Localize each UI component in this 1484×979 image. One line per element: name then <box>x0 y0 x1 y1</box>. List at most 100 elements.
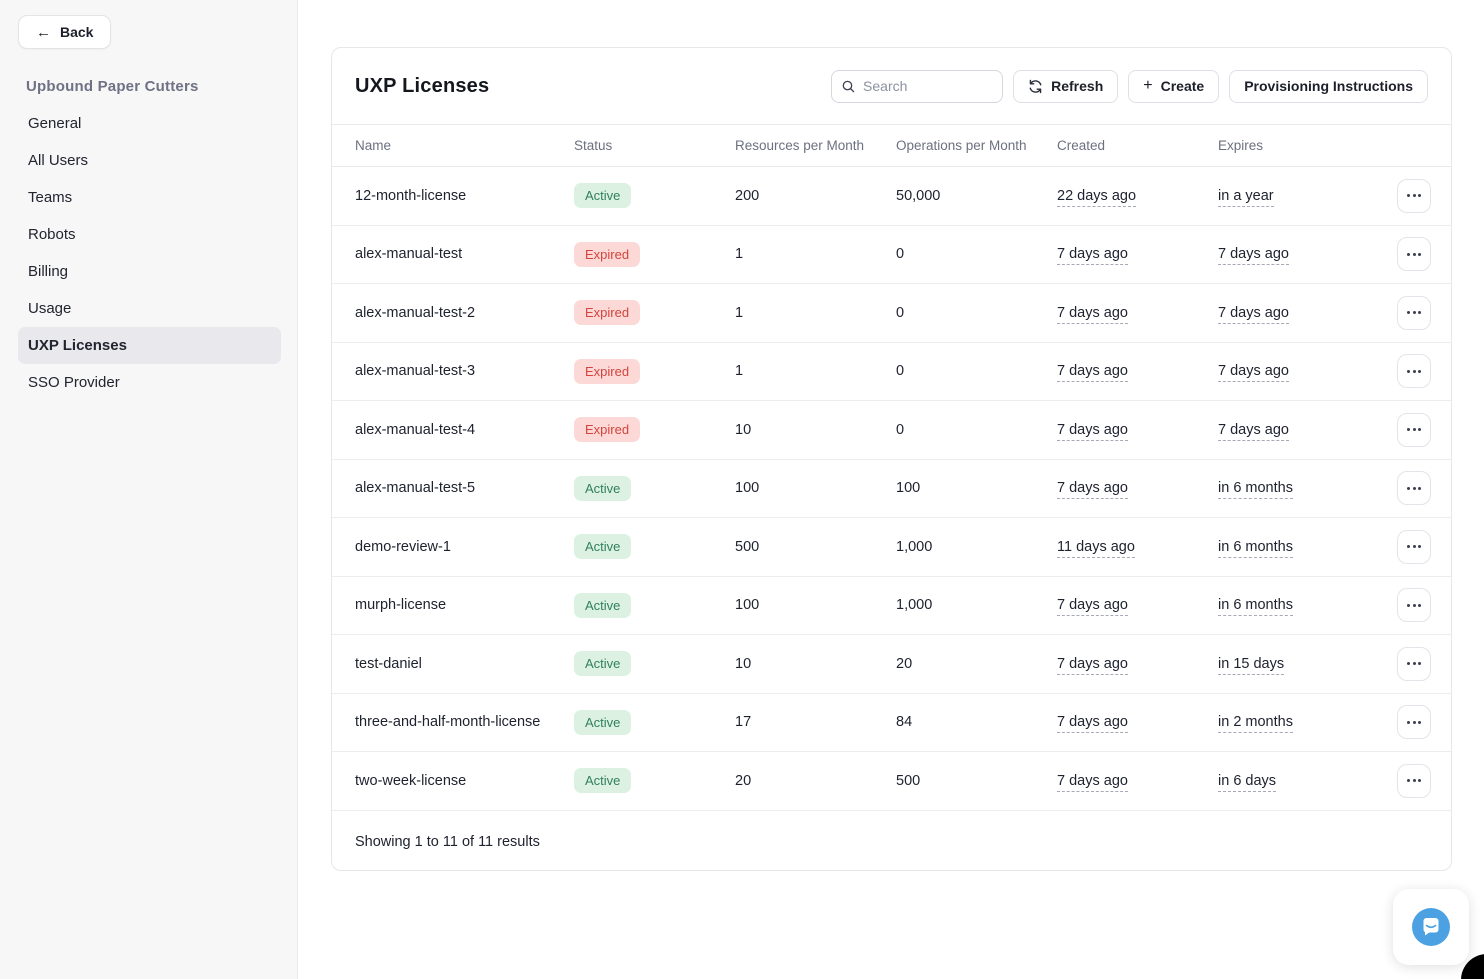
create-button[interactable]: + Create <box>1128 69 1220 103</box>
sidebar-item-label: Usage <box>28 300 72 317</box>
created-value[interactable]: 11 days ago <box>1057 538 1135 558</box>
resources-per-month: 1 <box>735 363 744 380</box>
header-actions: Refresh + Create Provisioning Instructio… <box>831 69 1428 103</box>
sidebar-item-sso-provider[interactable]: SSO Provider <box>18 364 281 401</box>
expires-value[interactable]: in 15 days <box>1218 655 1285 675</box>
row-actions-button[interactable] <box>1397 178 1431 213</box>
expires-value[interactable]: in 6 months <box>1218 480 1293 500</box>
row-actions-button[interactable] <box>1397 705 1431 740</box>
created-value[interactable]: 7 days ago <box>1057 655 1128 675</box>
created-value[interactable]: 7 days ago <box>1057 246 1128 266</box>
created-value[interactable]: 7 days ago <box>1057 714 1128 734</box>
expires-cell: in 6 months <box>1218 480 1393 500</box>
row-actions-button[interactable] <box>1397 471 1431 506</box>
created-value[interactable]: 7 days ago <box>1057 304 1128 324</box>
sidebar-item-uxp-licenses[interactable]: UXP Licenses <box>18 327 281 364</box>
created-cell: 7 days ago <box>1057 655 1218 675</box>
sidebar-item-label: Teams <box>28 189 73 206</box>
status-cell: Expired <box>574 241 735 267</box>
table-body: 12-month-license Active 200 50,000 22 da… <box>332 167 1451 811</box>
expires-value[interactable]: 7 days ago <box>1218 363 1289 383</box>
row-actions-button[interactable] <box>1397 412 1431 447</box>
ellipsis-icon <box>1407 486 1410 490</box>
row-actions-button[interactable] <box>1397 354 1431 389</box>
row-actions-button[interactable] <box>1397 588 1431 623</box>
ellipsis-icon <box>1407 545 1410 549</box>
status-badge: Active <box>574 592 632 618</box>
actions-cell <box>1397 529 1431 564</box>
row-actions-button[interactable] <box>1397 237 1431 272</box>
created-value[interactable]: 7 days ago <box>1057 421 1128 441</box>
created-cell: 11 days ago <box>1057 538 1218 558</box>
created-cell: 7 days ago <box>1057 304 1218 324</box>
refresh-button[interactable]: Refresh <box>1013 69 1119 103</box>
status-cell: Active <box>574 475 735 501</box>
resources-per-month: 200 <box>735 187 760 204</box>
resources-per-month: 100 <box>735 480 760 497</box>
created-value[interactable]: 7 days ago <box>1057 480 1128 500</box>
expires-value[interactable]: in 6 months <box>1218 538 1293 558</box>
sidebar-item-billing[interactable]: Billing <box>18 253 281 290</box>
operations-per-month: 84 <box>896 714 913 731</box>
created-cell: 7 days ago <box>1057 597 1218 617</box>
provisioning-instructions-button[interactable]: Provisioning Instructions <box>1229 69 1428 103</box>
expires-value[interactable]: 7 days ago <box>1218 304 1289 324</box>
expires-cell: in 6 months <box>1218 597 1393 617</box>
resources-per-month: 20 <box>735 772 752 789</box>
row-actions-button[interactable] <box>1397 295 1431 330</box>
license-name: demo-review-1 <box>355 538 451 555</box>
expires-value[interactable]: in a year <box>1218 187 1274 207</box>
expires-value[interactable]: in 2 months <box>1218 714 1293 734</box>
expires-value[interactable]: in 6 months <box>1218 597 1293 617</box>
status-cell: Expired <box>574 358 735 384</box>
row-actions-button[interactable] <box>1397 529 1431 564</box>
licenses-panel: UXP Licenses <box>331 47 1452 871</box>
back-button[interactable]: ← Back <box>18 15 112 49</box>
sidebar-item-robots[interactable]: Robots <box>18 216 281 253</box>
ellipsis-icon <box>1407 369 1410 373</box>
status-badge: Active <box>574 183 632 209</box>
operations-per-month: 1,000 <box>896 597 933 614</box>
created-value[interactable]: 7 days ago <box>1057 772 1128 792</box>
created-cell: 7 days ago <box>1057 421 1218 441</box>
plus-icon: + <box>1143 76 1153 94</box>
search-box[interactable] <box>831 69 1004 103</box>
created-value[interactable]: 22 days ago <box>1057 187 1137 207</box>
actions-cell <box>1397 588 1431 623</box>
resources-per-month: 1 <box>735 246 744 263</box>
status-badge: Active <box>574 475 632 501</box>
status-cell: Active <box>574 709 735 735</box>
created-cell: 7 days ago <box>1057 772 1218 792</box>
created-value[interactable]: 7 days ago <box>1057 597 1128 617</box>
sidebar-item-all-users[interactable]: All Users <box>18 142 281 179</box>
expires-value[interactable]: 7 days ago <box>1218 246 1289 266</box>
expires-cell: in 15 days <box>1218 655 1393 675</box>
create-button-label: Create <box>1160 78 1205 94</box>
actions-cell <box>1397 705 1431 740</box>
results-summary: Showing 1 to 11 of 11 results <box>355 833 540 850</box>
table-row: murph-license Active 100 1,000 7 days ag… <box>332 577 1451 635</box>
operations-per-month: 50,000 <box>896 187 941 204</box>
row-actions-button[interactable] <box>1397 646 1431 681</box>
operations-per-month: 0 <box>896 246 905 263</box>
ellipsis-icon <box>1407 194 1410 198</box>
created-value[interactable]: 7 days ago <box>1057 363 1128 383</box>
chat-launcher-button[interactable] <box>1412 908 1450 946</box>
sidebar-item-general[interactable]: General <box>18 105 281 142</box>
back-button-label: Back <box>60 24 94 40</box>
row-actions-button[interactable] <box>1397 763 1431 798</box>
license-name: test-daniel <box>355 655 422 672</box>
status-cell: Active <box>574 592 735 618</box>
expires-cell: in 6 days <box>1218 772 1393 792</box>
refresh-icon <box>1029 79 1042 93</box>
sidebar-item-usage[interactable]: Usage <box>18 290 281 327</box>
search-input[interactable] <box>863 78 993 94</box>
column-header-name: Name <box>355 138 392 153</box>
expires-value[interactable]: in 6 days <box>1218 772 1277 792</box>
license-name: 12-month-license <box>355 187 467 204</box>
status-cell: Expired <box>574 300 735 326</box>
expires-value[interactable]: 7 days ago <box>1218 421 1289 441</box>
sidebar-item-teams[interactable]: Teams <box>18 179 281 216</box>
column-header-created: Created <box>1057 138 1106 153</box>
operations-per-month: 0 <box>896 304 905 321</box>
